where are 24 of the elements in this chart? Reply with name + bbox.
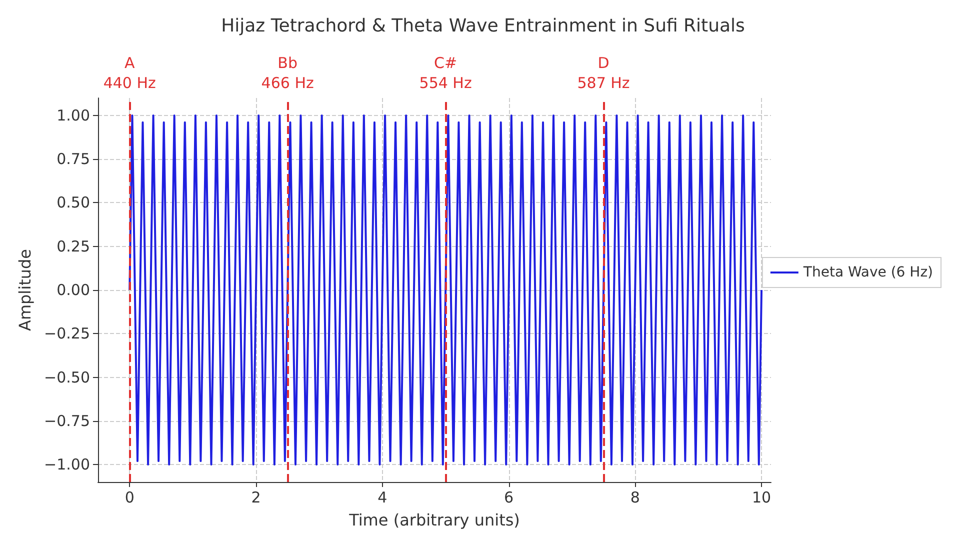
y-tick-label: −1.00 bbox=[44, 456, 90, 474]
x-tick-label: 8 bbox=[630, 488, 640, 506]
y-tick-label: −0.25 bbox=[44, 324, 90, 343]
x-tick-label: 6 bbox=[504, 488, 514, 506]
x-tick-label: 2 bbox=[251, 488, 261, 506]
x-tick-label: 4 bbox=[378, 488, 388, 506]
y-tick-label: 1.00 bbox=[56, 106, 90, 124]
y-tick-label: 0.25 bbox=[56, 237, 90, 256]
chart-title: Hijaz Tetrachord & Theta Wave Entrainment in Sufi Rituals bbox=[221, 16, 745, 36]
y-tick-label: 0.50 bbox=[56, 194, 90, 212]
legend-label: Theta Wave (6 Hz) bbox=[802, 264, 934, 280]
y-tick-label: 0.00 bbox=[56, 281, 90, 299]
line-series bbox=[128, 114, 763, 466]
y-tick-label: −0.50 bbox=[44, 368, 90, 386]
ref-line-label: A 440 Hz bbox=[103, 54, 156, 92]
x-tick-label: 0 bbox=[124, 488, 134, 506]
ref-line-label: Bb 466 Hz bbox=[261, 54, 314, 92]
ref-line-label: D 587 Hz bbox=[577, 54, 630, 92]
x-axis-title: Time (arbitrary units) bbox=[348, 510, 520, 530]
ref-line-label: C# 554 Hz bbox=[419, 54, 472, 92]
y-tick-label: −0.75 bbox=[44, 412, 90, 430]
y-axis-title: Amplitude bbox=[16, 249, 35, 331]
y-tick-label: 0.75 bbox=[56, 150, 90, 168]
x-tick-label: 10 bbox=[752, 488, 772, 506]
